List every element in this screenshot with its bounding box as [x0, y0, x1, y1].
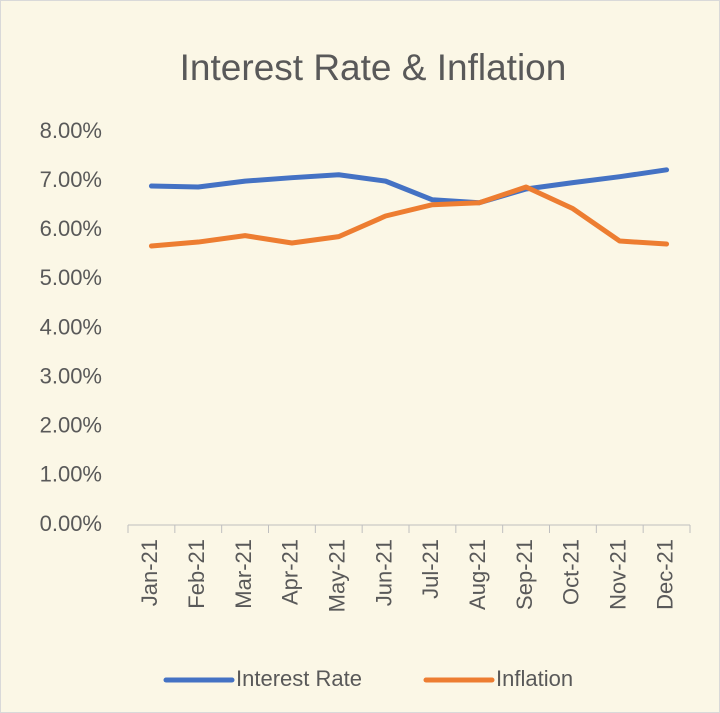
y-tick-label: 8.00% — [40, 118, 102, 143]
y-tick-label: 3.00% — [40, 363, 102, 388]
x-tick-label: Jan-21 — [137, 539, 162, 606]
chart-title: Interest Rate & Inflation — [180, 47, 567, 88]
x-tick-label: Dec-21 — [652, 539, 677, 610]
legend-label: Interest Rate — [236, 666, 362, 691]
x-tick-label: Nov-21 — [606, 539, 631, 610]
y-tick-label: 2.00% — [40, 413, 102, 438]
x-tick-label: Sep-21 — [512, 539, 537, 610]
y-tick-label: 6.00% — [40, 216, 102, 241]
x-tick-label: May-21 — [325, 539, 350, 612]
x-tick-label: Mar-21 — [231, 539, 256, 609]
x-tick-label: Apr-21 — [278, 539, 303, 605]
x-tick-label: Aug-21 — [465, 539, 490, 610]
y-tick-label: 7.00% — [40, 167, 102, 192]
legend-label: Inflation — [496, 666, 573, 691]
x-tick-label: Feb-21 — [184, 539, 209, 609]
y-tick-label: 5.00% — [40, 265, 102, 290]
y-tick-label: 1.00% — [40, 462, 102, 487]
line-series — [148, 184, 670, 249]
line-series — [148, 167, 670, 206]
x-tick-label: Jul-21 — [418, 539, 443, 599]
y-tick-label: 4.00% — [40, 314, 102, 339]
y-tick-label: 0.00% — [40, 511, 102, 536]
x-tick-label: Oct-21 — [559, 539, 584, 605]
x-tick-label: Jun-21 — [371, 539, 396, 606]
